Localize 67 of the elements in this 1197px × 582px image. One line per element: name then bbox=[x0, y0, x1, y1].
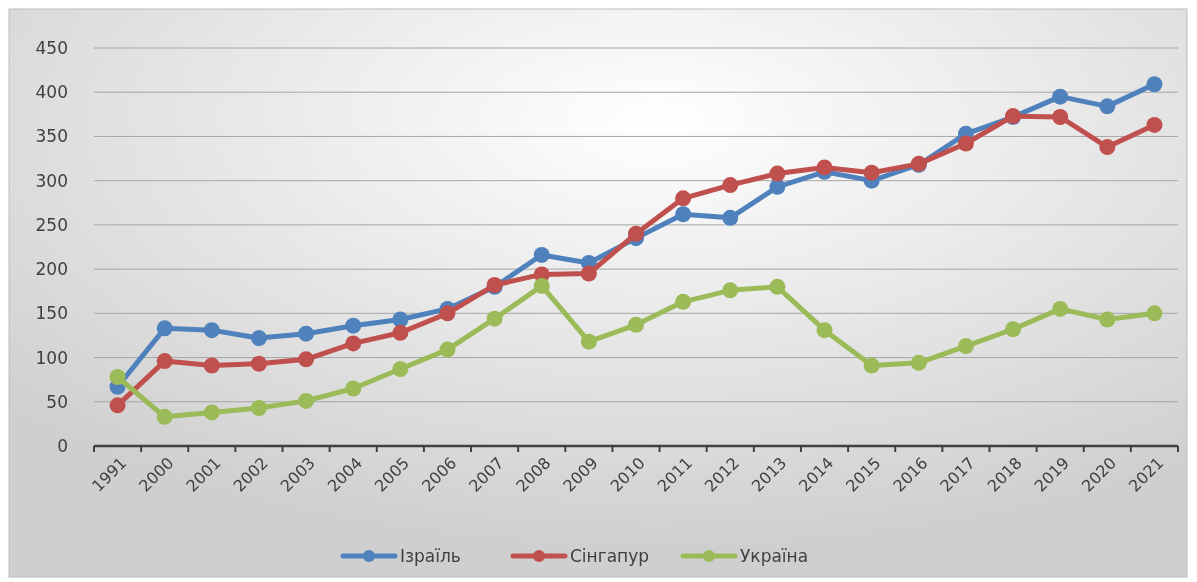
point bbox=[769, 178, 786, 195]
point bbox=[392, 361, 409, 378]
point bbox=[910, 354, 927, 371]
legend-label: Ізраїль bbox=[400, 545, 461, 566]
point bbox=[109, 397, 126, 414]
point bbox=[203, 322, 220, 339]
point bbox=[156, 353, 173, 370]
point bbox=[439, 305, 456, 322]
point bbox=[816, 159, 833, 176]
point bbox=[1099, 98, 1116, 115]
point bbox=[957, 338, 974, 355]
y-tick-label: 250 bbox=[35, 214, 68, 235]
point bbox=[722, 209, 739, 226]
point bbox=[863, 164, 880, 181]
point bbox=[1099, 311, 1116, 328]
point bbox=[1052, 300, 1069, 317]
point bbox=[675, 190, 692, 207]
point bbox=[957, 135, 974, 152]
point bbox=[298, 392, 315, 409]
point bbox=[533, 246, 550, 263]
y-tick-label: 0 bbox=[57, 435, 68, 456]
point bbox=[250, 330, 267, 347]
point bbox=[769, 278, 786, 295]
point bbox=[1005, 321, 1022, 338]
point bbox=[392, 324, 409, 341]
point bbox=[250, 399, 267, 416]
point bbox=[345, 380, 362, 397]
legend-label: Україна bbox=[740, 545, 809, 566]
point bbox=[203, 357, 220, 374]
y-tick-label: 300 bbox=[35, 170, 68, 191]
point bbox=[439, 341, 456, 358]
point bbox=[816, 322, 833, 339]
point bbox=[486, 310, 503, 327]
point bbox=[1052, 108, 1069, 125]
point bbox=[250, 355, 267, 372]
point bbox=[203, 404, 220, 421]
point bbox=[628, 225, 644, 242]
y-tick-label: 150 bbox=[35, 303, 68, 324]
point bbox=[1146, 116, 1163, 133]
y-tick-label: 400 bbox=[35, 82, 68, 103]
point bbox=[345, 317, 362, 334]
y-tick-label: 450 bbox=[35, 37, 68, 58]
point bbox=[628, 316, 644, 333]
point bbox=[1146, 76, 1163, 93]
y-tick-label: 50 bbox=[46, 391, 68, 412]
point bbox=[722, 177, 739, 194]
point bbox=[298, 325, 315, 342]
point bbox=[722, 282, 739, 299]
point bbox=[109, 369, 126, 386]
point bbox=[580, 265, 597, 282]
point bbox=[675, 293, 692, 310]
point bbox=[1099, 139, 1116, 156]
point bbox=[345, 335, 362, 352]
point bbox=[533, 277, 550, 294]
point bbox=[156, 320, 173, 337]
point bbox=[675, 206, 692, 223]
point bbox=[580, 333, 597, 350]
point bbox=[1146, 305, 1163, 322]
point bbox=[769, 165, 786, 182]
legend-label: Сінгапур bbox=[570, 545, 650, 566]
point bbox=[156, 408, 173, 425]
point bbox=[1052, 88, 1069, 105]
point bbox=[863, 357, 880, 374]
point bbox=[298, 351, 315, 368]
y-tick-label: 200 bbox=[35, 259, 68, 280]
y-tick-label: 100 bbox=[35, 347, 68, 368]
y-tick-label: 350 bbox=[35, 126, 68, 147]
